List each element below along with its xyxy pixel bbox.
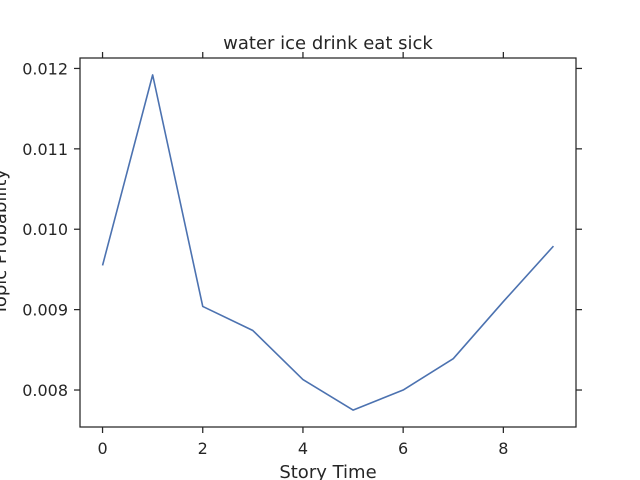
y-tick-label: 0.010: [22, 220, 68, 239]
y-tick-label: 0.009: [22, 301, 68, 320]
y-axis-label: Topic Probability: [0, 169, 11, 316]
series-line: [101, 74, 555, 411]
axis-ticks: 0 2 4 6 8 0.008 0.009 0.010 0.011 0.012: [22, 52, 582, 458]
x-axis-label: Story Time: [279, 462, 376, 480]
plot-area: [79, 57, 577, 428]
y-tick-label: 0.012: [22, 59, 68, 78]
x-tick-label: 0: [97, 439, 107, 458]
y-tick-label: 0.008: [22, 381, 68, 400]
x-tick-label: 2: [198, 439, 208, 458]
x-tick-label: 6: [398, 439, 408, 458]
y-tick-label: 0.011: [22, 140, 68, 159]
x-tick-label: 8: [498, 439, 508, 458]
chart-title: water ice drink eat sick: [223, 33, 433, 54]
x-tick-label: 4: [298, 439, 308, 458]
